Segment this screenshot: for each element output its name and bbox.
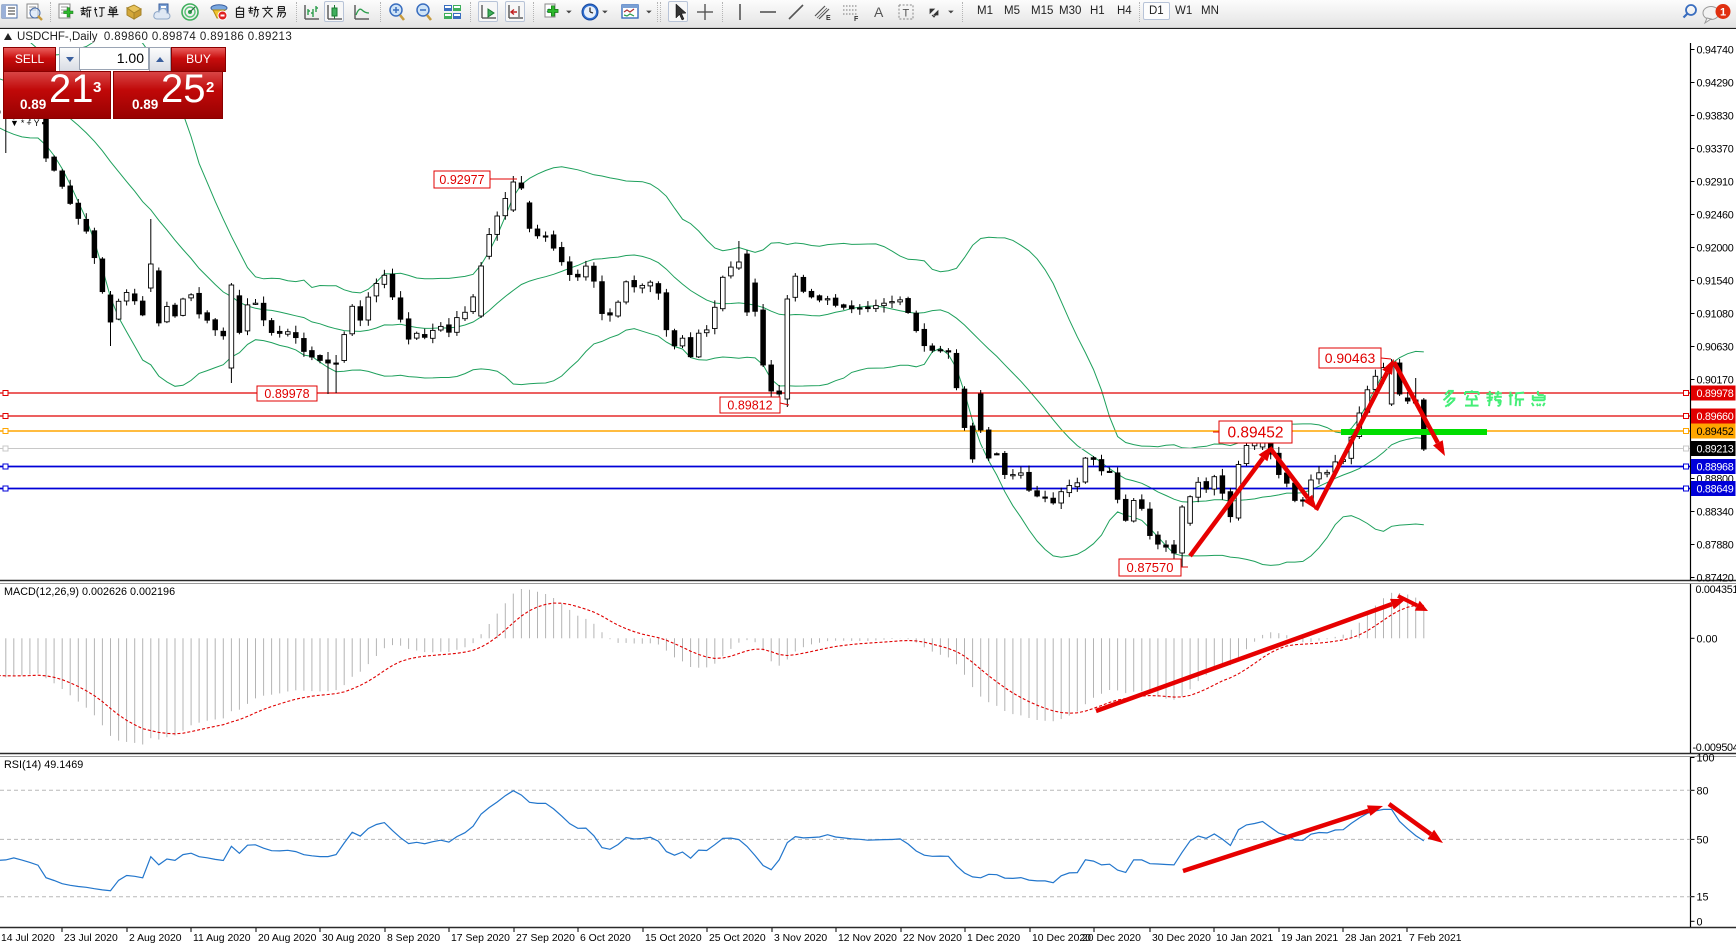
svg-text:14 Jul 2020: 14 Jul 2020: [1, 933, 55, 944]
svg-text:25 Oct 2020: 25 Oct 2020: [709, 933, 766, 944]
svg-text:80: 80: [1697, 785, 1709, 797]
svg-text:0.94290: 0.94290: [1697, 78, 1734, 90]
svg-text:50: 50: [1697, 834, 1709, 846]
svg-text:1 Dec 2020: 1 Dec 2020: [967, 933, 1020, 944]
svg-text:0.00: 0.00: [1697, 633, 1718, 645]
svg-text:0.89978: 0.89978: [264, 387, 309, 401]
svg-text:8 Sep 2020: 8 Sep 2020: [387, 933, 440, 944]
svg-text:0.88968: 0.88968: [1697, 462, 1734, 474]
svg-text:0.94740: 0.94740: [1697, 45, 1734, 57]
svg-text:19 Jan 2021: 19 Jan 2021: [1281, 933, 1338, 944]
svg-text:0.91080: 0.91080: [1697, 309, 1734, 321]
svg-text:0.90463: 0.90463: [1325, 350, 1376, 366]
svg-text:28 Jan 2021: 28 Jan 2021: [1345, 933, 1402, 944]
svg-text:0.92977: 0.92977: [439, 173, 484, 187]
svg-text:30 Dec 2020: 30 Dec 2020: [1152, 933, 1211, 944]
svg-text:0.91540: 0.91540: [1697, 276, 1734, 288]
svg-text:7 Feb 2021: 7 Feb 2021: [1409, 933, 1462, 944]
svg-text:30 Aug 2020: 30 Aug 2020: [322, 933, 381, 944]
svg-text:0.89452: 0.89452: [1697, 426, 1734, 438]
svg-text:22 Nov 2020: 22 Nov 2020: [903, 933, 962, 944]
svg-text:15: 15: [1697, 892, 1709, 904]
svg-text:20 Dec 2020: 20 Dec 2020: [1082, 933, 1141, 944]
svg-text:0.88340: 0.88340: [1697, 507, 1734, 519]
svg-text:6 Oct 2020: 6 Oct 2020: [580, 933, 631, 944]
svg-text:0.89213: 0.89213: [1697, 444, 1734, 456]
svg-text:0.89978: 0.89978: [1697, 388, 1734, 400]
svg-text:20 Aug 2020: 20 Aug 2020: [258, 933, 317, 944]
svg-text:0.90630: 0.90630: [1697, 342, 1734, 354]
svg-text:17 Sep 2020: 17 Sep 2020: [451, 933, 510, 944]
svg-text:T: T: [903, 8, 910, 20]
svg-text:0.87880: 0.87880: [1697, 540, 1734, 552]
svg-text:RSI(14) 49.1469: RSI(14) 49.1469: [4, 759, 83, 771]
svg-text:3 Nov 2020: 3 Nov 2020: [774, 933, 827, 944]
svg-text:10 Jan 2021: 10 Jan 2021: [1216, 933, 1273, 944]
svg-text:E: E: [826, 15, 831, 22]
svg-text:15 Oct 2020: 15 Oct 2020: [645, 933, 702, 944]
svg-text:0.89452: 0.89452: [1227, 425, 1283, 442]
svg-text:0.93370: 0.93370: [1697, 144, 1734, 156]
svg-text:F: F: [854, 16, 859, 22]
svg-text:27 Sep 2020: 27 Sep 2020: [516, 933, 575, 944]
svg-text:0.004351: 0.004351: [1696, 584, 1736, 596]
svg-text:0.92910: 0.92910: [1697, 177, 1734, 189]
svg-text:12 Nov 2020: 12 Nov 2020: [838, 933, 897, 944]
svg-text:23 Jul 2020: 23 Jul 2020: [64, 933, 118, 944]
svg-text:0.93830: 0.93830: [1697, 111, 1734, 123]
svg-text:0.92460: 0.92460: [1697, 210, 1734, 222]
svg-text:MACD(12,26,9) 0.002626 0.00219: MACD(12,26,9) 0.002626 0.002196: [4, 586, 175, 598]
svg-text:0.89812: 0.89812: [727, 399, 772, 413]
svg-text:2 Aug 2020: 2 Aug 2020: [129, 933, 182, 944]
svg-text:100: 100: [1697, 753, 1715, 765]
svg-text:0.87570: 0.87570: [1127, 560, 1174, 575]
svg-text:0.92000: 0.92000: [1697, 243, 1734, 255]
svg-text:A: A: [874, 4, 884, 20]
svg-text:0.87420: 0.87420: [1697, 573, 1734, 585]
svg-text:0.88649: 0.88649: [1697, 484, 1734, 496]
svg-text:11 Aug 2020: 11 Aug 2020: [193, 933, 251, 944]
svg-text:0.90170: 0.90170: [1697, 375, 1734, 387]
svg-text:0.89660: 0.89660: [1697, 411, 1734, 423]
svg-text:1: 1: [1720, 7, 1726, 19]
svg-text:0: 0: [1697, 916, 1703, 928]
